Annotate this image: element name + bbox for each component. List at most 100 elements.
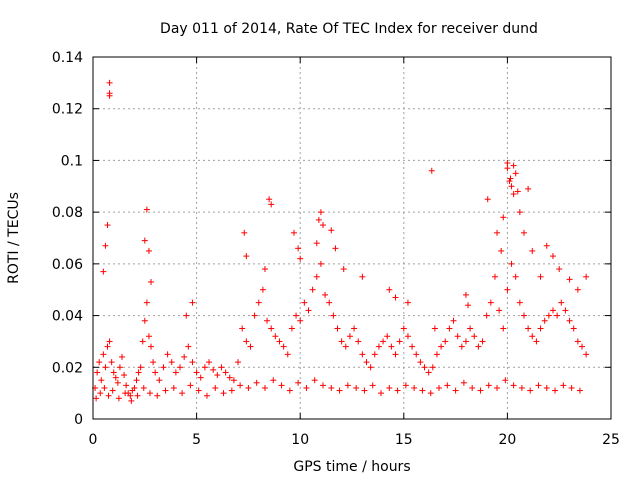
- data-point: [556, 266, 563, 273]
- data-point: [520, 312, 527, 319]
- data-point: [500, 214, 507, 221]
- data-point: [201, 364, 208, 371]
- data-point: [576, 387, 583, 394]
- data-point: [218, 364, 225, 371]
- data-point: [549, 253, 556, 260]
- data-point: [110, 369, 117, 376]
- y-tick-labels: 0 0.02 0.04 0.06 0.08 0.1 0.12 0.14: [52, 50, 83, 428]
- y-tick-label: 0: [74, 412, 83, 428]
- data-point: [189, 299, 196, 306]
- data-point: [284, 351, 291, 358]
- data-point: [479, 338, 486, 345]
- data-point: [471, 333, 478, 340]
- data-point: [179, 390, 186, 397]
- data-point: [552, 387, 559, 394]
- data-point: [351, 325, 358, 332]
- data-point: [170, 384, 177, 391]
- data-point: [433, 351, 440, 358]
- data-point: [330, 312, 337, 319]
- data-point: [516, 209, 523, 216]
- data-point: [500, 325, 507, 332]
- data-point: [336, 387, 343, 394]
- data-point: [475, 343, 482, 350]
- data-point: [371, 351, 378, 358]
- data-point: [413, 351, 420, 358]
- data-point: [396, 338, 403, 345]
- data-point: [255, 299, 262, 306]
- data-point: [293, 312, 300, 319]
- x-tick-label: 20: [498, 432, 516, 448]
- data-point: [545, 312, 552, 319]
- data-point: [334, 325, 341, 332]
- data-point: [527, 387, 534, 394]
- data-point: [214, 372, 221, 379]
- data-point: [270, 377, 277, 384]
- data-point: [193, 369, 200, 376]
- data-point: [185, 343, 192, 350]
- data-point: [570, 325, 577, 332]
- y-tick-label: 0.06: [52, 257, 83, 273]
- data-point: [212, 384, 219, 391]
- data-point: [187, 382, 194, 389]
- data-point: [243, 253, 250, 260]
- data-point: [402, 382, 409, 389]
- data-point: [101, 384, 108, 391]
- data-point: [137, 364, 144, 371]
- y-axis-label: ROTI / TECUs: [6, 192, 22, 284]
- data-point: [342, 343, 349, 350]
- data-point: [135, 369, 142, 376]
- data-point: [112, 374, 119, 381]
- data-point: [359, 273, 366, 280]
- data-point: [367, 364, 374, 371]
- y-tick-label: 0.14: [52, 50, 83, 66]
- data-point: [427, 390, 434, 397]
- data-point: [134, 392, 141, 399]
- data-point: [247, 343, 254, 350]
- data-point: [394, 387, 401, 394]
- data-point: [425, 369, 432, 376]
- data-point: [297, 317, 304, 324]
- data-point: [261, 384, 268, 391]
- data-point: [400, 325, 407, 332]
- data-point: [568, 384, 575, 391]
- data-point: [549, 307, 556, 314]
- data-point: [140, 384, 147, 391]
- x-tick-label: 15: [395, 432, 413, 448]
- data-point: [566, 276, 573, 283]
- data-point: [121, 372, 128, 379]
- data-point: [145, 247, 152, 254]
- data-point: [301, 299, 308, 306]
- data-point: [392, 351, 399, 358]
- data-point: [268, 201, 275, 208]
- data-point: [160, 364, 167, 371]
- data-point: [253, 379, 260, 386]
- data-point: [251, 312, 258, 319]
- data-point: [100, 268, 107, 275]
- data-point: [583, 273, 590, 280]
- x-tick-labels: 0 5 10 15 20 25: [89, 432, 620, 448]
- data-point: [127, 392, 134, 399]
- data-point: [210, 366, 217, 373]
- data-point: [143, 299, 150, 306]
- data-point: [431, 325, 438, 332]
- data-point: [386, 384, 393, 391]
- data-point: [141, 237, 148, 244]
- data-point: [512, 273, 519, 280]
- data-point: [220, 390, 227, 397]
- data-point: [508, 260, 515, 267]
- data-point: [496, 307, 503, 314]
- data-point: [512, 170, 519, 177]
- data-point: [483, 312, 490, 319]
- data-point: [183, 312, 190, 319]
- plot-frame: [92, 56, 612, 420]
- data-point: [177, 364, 184, 371]
- data-point: [319, 222, 326, 229]
- data-point: [409, 343, 416, 350]
- data-point: [344, 382, 351, 389]
- data-point: [574, 338, 581, 345]
- data-point: [206, 359, 213, 366]
- data-point: [278, 382, 285, 389]
- data-point: [384, 333, 391, 340]
- data-point: [469, 384, 476, 391]
- data-point: [404, 333, 411, 340]
